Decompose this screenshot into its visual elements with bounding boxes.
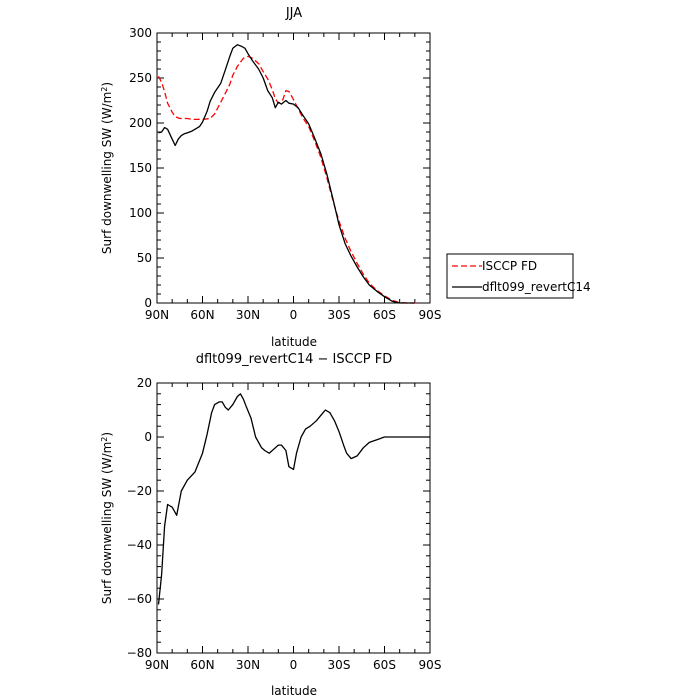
top-xtick-label: 60N: [190, 308, 214, 322]
top-y-axis-label: Surf downwelling SW (W/m2): [100, 82, 114, 254]
top-axes: 90N 60N 30N 0 30S 60S 90S 0 50 100 150 200 250 300: [129, 26, 441, 322]
top-ytick-label: 0: [144, 296, 152, 310]
bottom-plot-frame: [156, 382, 431, 654]
top-panel: JJA 90N 60N 30N 0 30S 60S 90S 0 50 100 150 200 250 30…: [100, 6, 441, 349]
top-series-line-isccp-fd: [157, 55, 418, 304]
bottom-xtick-label: 90S: [419, 658, 442, 672]
bottom-y-axis-label-sup: 2: [100, 437, 109, 442]
top-xtick-label: 60S: [373, 308, 396, 322]
legend-box: [446, 253, 574, 299]
top-ytick-label: 300: [129, 26, 152, 40]
top-xtick-label: 0: [290, 308, 298, 322]
top-y-axis-label-main: Surf downwelling SW (W/m: [100, 92, 114, 254]
top-ytick-label: 200: [129, 116, 152, 130]
bottom-series-line-0: [157, 393, 430, 605]
legend: ISCCP FD dflt099_revertC14: [446, 253, 591, 299]
bottom-ytick-label: 0: [144, 430, 152, 444]
top-plot-frame: [156, 32, 431, 304]
bottom-ytick-label: −60: [127, 592, 152, 606]
bottom-ytick-label: −80: [127, 646, 152, 660]
top-series-line-dflt099-revertc14: [158, 44, 415, 304]
top-xtick-label: 90S: [419, 308, 442, 322]
bottom-ytick-label: 20: [137, 376, 152, 390]
top-y-axis-label-sup: 2: [100, 87, 109, 92]
bottom-xtick-label: 30S: [328, 658, 351, 672]
legend-label-isccp: ISCCP FD: [482, 259, 537, 273]
top-xtick-label: 90N: [145, 308, 169, 322]
bottom-x-axis-label: latitude: [271, 684, 317, 698]
bottom-xtick-label: 60S: [373, 658, 396, 672]
bottom-xtick-label: 90N: [145, 658, 169, 672]
top-xtick-label: 30N: [236, 308, 260, 322]
legend-label-model: dflt099_revertC14: [482, 280, 591, 294]
top-series-group: [157, 44, 418, 304]
bottom-series-group: [157, 393, 430, 605]
top-ytick-label: 150: [129, 161, 152, 175]
bottom-xtick-label: 30N: [236, 658, 260, 672]
bottom-xtick-label: 0: [290, 658, 298, 672]
top-chart-title: JJA: [285, 6, 302, 21]
bottom-panel: dflt099_revertC14 − ISCCP FD 90N 60N 30N 0 3…: [100, 352, 441, 698]
bottom-ytick-label: −40: [127, 538, 152, 552]
top-ytick-label: 250: [129, 71, 152, 85]
bottom-xtick-label: 60N: [190, 658, 214, 672]
top-y-axis-label-end: ): [100, 82, 114, 87]
bottom-ytick-label: −20: [127, 484, 152, 498]
top-ytick-label: 100: [129, 206, 152, 220]
bottom-chart-title: dflt099_revertC14 − ISCCP FD: [196, 352, 393, 367]
top-ytick-label: 50: [137, 251, 152, 265]
bottom-axes: 90N 60N 30N 0 30S 60S 90S −80 −60 −40 −20 0 20: [127, 376, 442, 672]
bottom-y-axis-label-end: ): [100, 432, 114, 437]
top-x-axis-label: latitude: [271, 335, 317, 349]
bottom-y-axis-label: Surf downwelling SW (W/m2): [100, 432, 114, 604]
bottom-y-axis-label-main: Surf downwelling SW (W/m: [100, 442, 114, 604]
top-xtick-label: 30S: [328, 308, 351, 322]
